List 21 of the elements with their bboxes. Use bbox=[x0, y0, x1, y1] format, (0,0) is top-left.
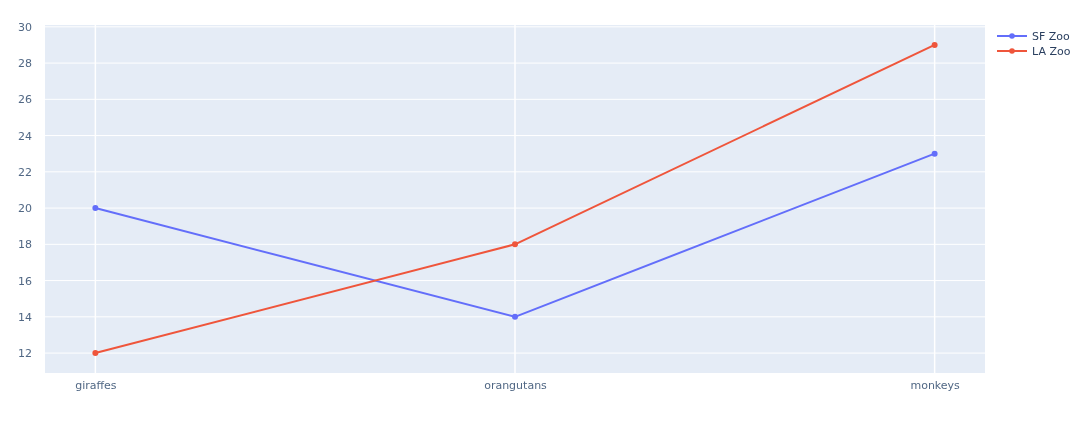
y-tick-label: 28 bbox=[18, 57, 32, 71]
y-tick-label: 30 bbox=[18, 20, 32, 34]
y-tick-label: 16 bbox=[18, 274, 32, 288]
legend-label: SF Zoo bbox=[1032, 29, 1071, 43]
y-tick-label: 12 bbox=[18, 347, 32, 361]
point bbox=[512, 313, 518, 320]
point bbox=[931, 150, 938, 157]
point bbox=[92, 350, 99, 357]
y-tick-label: 26 bbox=[18, 93, 32, 107]
point bbox=[92, 205, 99, 212]
point bbox=[931, 41, 938, 48]
y-tick-label: 22 bbox=[18, 165, 32, 179]
legend-label: LA Zoo bbox=[1032, 44, 1071, 58]
y-tick-label: 18 bbox=[18, 238, 32, 252]
x-tick-label: monkeys bbox=[910, 378, 961, 392]
x-tick-label: giraffes bbox=[75, 378, 117, 392]
y-tick-label: 24 bbox=[18, 129, 32, 143]
point bbox=[512, 241, 518, 248]
y-tick-label: 20 bbox=[18, 202, 32, 216]
y-tick-label: 14 bbox=[18, 310, 32, 324]
x-tick-label: orangutans bbox=[484, 378, 548, 392]
